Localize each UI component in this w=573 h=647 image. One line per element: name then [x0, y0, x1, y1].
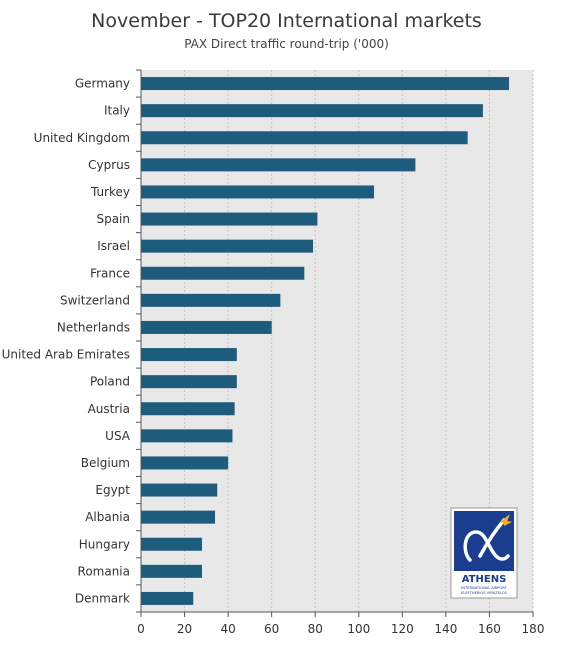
x-tick-label: 120	[391, 622, 414, 636]
bar	[141, 591, 194, 605]
x-tick-label: 20	[177, 622, 192, 636]
category-label: Netherlands	[57, 320, 130, 334]
logo-line1: INTERNATIONAL AIRPORT	[461, 586, 507, 590]
bar	[141, 375, 237, 389]
bar	[141, 185, 375, 199]
bar	[141, 320, 272, 334]
chart-title: November - TOP20 International markets	[91, 10, 482, 32]
category-labels: Germany Italy United Kingdom Cyprus Turkey Sp…	[2, 77, 131, 606]
category-label: USA	[105, 429, 131, 443]
bar	[141, 483, 218, 497]
x-tick-label: 80	[308, 622, 323, 636]
category-label: Cyprus	[88, 158, 130, 172]
chart-subtitle: PAX Direct traffic round-trip ('000)	[184, 37, 389, 51]
x-tick-label: 140	[434, 622, 457, 636]
bar	[141, 158, 416, 172]
category-label: Turkey	[90, 185, 130, 199]
category-label: United Kingdom	[34, 131, 130, 145]
athens-airport-logo: ATHENS INTERNATIONAL AIRPORT ELEFTHERIOS…	[450, 507, 518, 599]
x-tick-label: 40	[220, 622, 235, 636]
category-label: Albania	[85, 510, 130, 524]
x-tick-label: 100	[347, 622, 370, 636]
bar	[141, 266, 305, 280]
x-tick-label: 180	[522, 622, 545, 636]
category-label: Switzerland	[60, 293, 130, 307]
axes	[136, 69, 534, 617]
category-label: Belgium	[81, 456, 130, 470]
bar	[141, 131, 468, 145]
bar	[141, 212, 318, 226]
airplane-icon	[500, 514, 512, 526]
logo-name: ATHENS	[462, 574, 507, 585]
category-label: Italy	[104, 104, 130, 118]
bar	[141, 293, 281, 307]
bar	[141, 564, 202, 578]
category-label: Denmark	[75, 591, 130, 605]
category-label: Austria	[88, 402, 130, 416]
bar	[141, 104, 483, 118]
x-tick-label: 60	[264, 622, 279, 636]
category-label: Spain	[96, 212, 130, 226]
logo-line2: ELEFTHERIOS VENIZELOS	[461, 591, 507, 595]
category-label: Hungary	[79, 537, 130, 551]
x-tick-label: 0	[137, 622, 145, 636]
bars	[141, 77, 510, 605]
bar	[141, 239, 314, 253]
category-label: France	[90, 266, 130, 280]
bar	[141, 348, 237, 362]
category-label: Germany	[75, 77, 130, 91]
bar	[141, 77, 510, 91]
bar	[141, 456, 229, 470]
bar	[141, 402, 235, 416]
category-label: Israel	[97, 239, 130, 253]
category-label: Egypt	[95, 483, 130, 497]
category-label: United Arab Emirates	[2, 348, 130, 362]
x-tick-labels: 0 20 40 60 80 100 120 140 160 180	[137, 622, 544, 636]
category-label: Poland	[90, 375, 130, 389]
bar	[141, 537, 202, 551]
bar	[141, 429, 233, 443]
x-tick-label: 160	[478, 622, 501, 636]
category-label: Romania	[78, 564, 130, 578]
bar	[141, 510, 216, 524]
